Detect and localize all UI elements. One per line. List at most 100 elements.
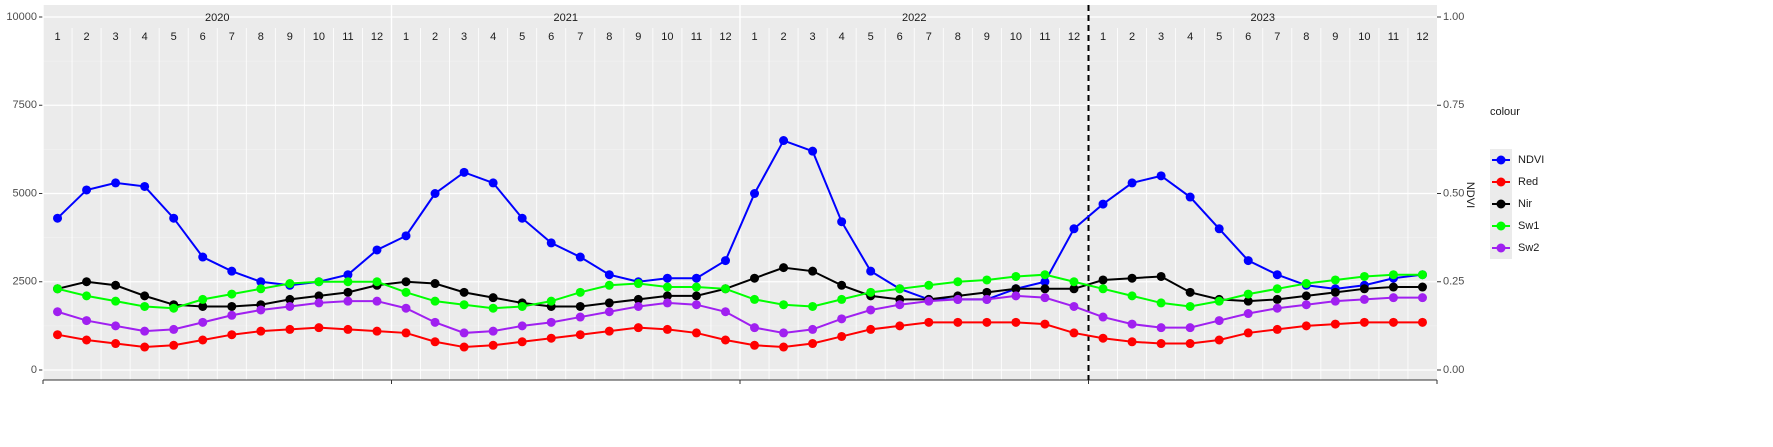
- point: [546, 238, 556, 248]
- point: [982, 275, 992, 285]
- point: [1185, 339, 1195, 349]
- point: [1330, 296, 1340, 306]
- point: [198, 335, 208, 345]
- point: [459, 287, 469, 297]
- point: [372, 296, 382, 306]
- point: [808, 324, 818, 334]
- month-label: 9: [984, 31, 990, 43]
- point: [866, 266, 876, 276]
- month-label: 3: [810, 31, 816, 43]
- point: [53, 330, 63, 340]
- legend-key: [1496, 199, 1506, 209]
- point: [633, 301, 643, 311]
- point: [82, 277, 92, 287]
- point: [750, 189, 760, 198]
- legend-key: [1496, 221, 1506, 231]
- point: [198, 252, 208, 262]
- point: [314, 298, 324, 308]
- point: [256, 305, 266, 315]
- point: [314, 291, 324, 301]
- point: [1098, 199, 1108, 209]
- point: [1243, 309, 1253, 319]
- point: [1214, 316, 1224, 326]
- point: [285, 294, 295, 304]
- point: [1417, 282, 1427, 292]
- month-label: 2: [84, 31, 90, 43]
- legend-label: Nir: [1518, 198, 1532, 210]
- month-label: 11: [1039, 31, 1050, 43]
- point: [1156, 271, 1166, 281]
- month-label: 9: [287, 31, 293, 43]
- point: [1098, 275, 1108, 285]
- point: [924, 280, 934, 290]
- point: [662, 273, 672, 283]
- point: [1417, 317, 1427, 327]
- legend-label: Red: [1518, 176, 1538, 188]
- y-tick-label: 7500: [13, 99, 37, 111]
- point: [459, 328, 469, 338]
- point: [53, 307, 63, 317]
- point: [517, 321, 527, 331]
- month-label: 3: [461, 31, 467, 43]
- point: [343, 287, 353, 297]
- point: [314, 277, 324, 287]
- point: [227, 330, 237, 340]
- point: [227, 289, 237, 299]
- month-label: 7: [229, 31, 235, 43]
- month-label: 2: [1129, 31, 1135, 43]
- point: [1359, 271, 1369, 281]
- point: [691, 291, 701, 301]
- point: [1156, 298, 1166, 308]
- point: [1069, 284, 1079, 294]
- month-label: 4: [1187, 31, 1193, 43]
- point: [546, 333, 556, 343]
- point: [1388, 293, 1398, 303]
- point: [1214, 224, 1224, 234]
- month-label: 11: [342, 31, 353, 43]
- month-label: 4: [490, 31, 496, 43]
- point: [1214, 296, 1224, 306]
- point: [691, 273, 701, 283]
- point: [779, 136, 789, 146]
- point: [1330, 319, 1340, 329]
- y2-tick-label: 0.50: [1443, 187, 1464, 199]
- point: [953, 277, 963, 287]
- point: [111, 280, 121, 290]
- month-label: 5: [171, 31, 177, 43]
- point: [720, 335, 730, 345]
- point: [256, 277, 266, 287]
- point: [140, 342, 150, 352]
- point: [1098, 312, 1108, 322]
- point: [343, 296, 353, 306]
- point: [924, 296, 934, 306]
- point: [459, 167, 469, 177]
- point: [1185, 192, 1195, 202]
- point: [517, 301, 527, 311]
- point: [1040, 319, 1050, 329]
- month-label: 5: [519, 31, 525, 43]
- legend-label: Sw2: [1518, 242, 1539, 254]
- y2-tick-label: 0.00: [1443, 364, 1464, 376]
- point: [111, 178, 121, 188]
- point: [1069, 301, 1079, 311]
- month-label: 7: [1274, 31, 1280, 43]
- point: [1214, 335, 1224, 345]
- point: [1069, 328, 1079, 338]
- point: [1127, 291, 1137, 301]
- point: [662, 298, 672, 308]
- point: [169, 340, 179, 350]
- point: [140, 301, 150, 311]
- point: [1388, 270, 1398, 280]
- point: [662, 282, 672, 292]
- y2-axis-label: NDVI: [1464, 182, 1476, 208]
- point: [779, 300, 789, 310]
- point: [111, 339, 121, 349]
- point: [53, 284, 63, 294]
- point: [488, 178, 498, 188]
- y2-tick-label: 0.75: [1443, 99, 1464, 111]
- point: [401, 231, 411, 241]
- month-label: 1: [751, 31, 757, 43]
- y-tick-label: 10000: [6, 11, 37, 23]
- point: [837, 314, 847, 324]
- point: [1272, 294, 1282, 304]
